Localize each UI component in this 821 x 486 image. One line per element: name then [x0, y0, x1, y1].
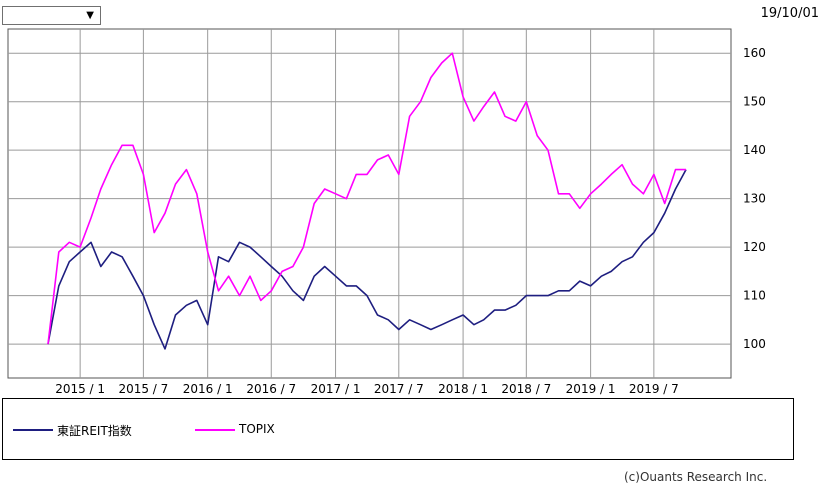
y-tick-label: 150 [743, 95, 766, 109]
y-tick-label: 110 [743, 289, 766, 303]
chevron-down-icon[interactable]: ▼ [86, 10, 94, 21]
x-tick-label: 2015 / 1 [55, 382, 105, 396]
y-tick-label: 160 [743, 46, 766, 60]
x-tick-label: 2018 / 7 [501, 382, 551, 396]
copyright-text: (c)Ouants Research Inc. [624, 470, 768, 484]
y-tick-label: 120 [743, 240, 766, 254]
series-lines [47, 52, 687, 350]
legend-swatch-reit [13, 429, 53, 431]
x-tick-label: 2015 / 7 [118, 382, 168, 396]
plot-frame [7, 28, 732, 379]
y-tick-label: 140 [743, 143, 766, 157]
period-select-dropdown[interactable]: ▼ [2, 6, 101, 25]
grid-lines [8, 29, 731, 378]
x-tick-label: 2019 / 1 [566, 382, 616, 396]
x-tick-label: 2018 / 1 [438, 382, 488, 396]
legend-item-reit: 東証REIT指数 [13, 423, 193, 438]
x-tick-label: 2016 / 7 [246, 382, 296, 396]
y-tick-label: 130 [743, 192, 766, 206]
x-axis-ticks: 2015 / 1 2015 / 7 2016 / 1 2016 / 7 2017 / 1… [55, 382, 679, 396]
x-tick-label: 2017 / 1 [311, 382, 361, 396]
legend-label-reit: 東証REIT指数 [57, 424, 132, 438]
legend: 東証REIT指数 TOPIX [2, 398, 794, 460]
x-tick-label: 2017 / 7 [374, 382, 424, 396]
legend-item-topix: TOPIX [195, 422, 355, 437]
series-line-topix [47, 52, 686, 345]
legend-swatch-topix [195, 429, 235, 431]
y-axis-ticks: 100 110 120 130 140 150 160 [743, 46, 766, 351]
x-tick-label: 2016 / 1 [183, 382, 233, 396]
as-of-date: 19/10/01 [760, 6, 819, 21]
y-tick-label: 100 [743, 337, 766, 351]
x-tick-label: 2019 / 7 [629, 382, 679, 396]
series-line-reit [47, 169, 687, 350]
legend-label-topix: TOPIX [239, 422, 275, 436]
